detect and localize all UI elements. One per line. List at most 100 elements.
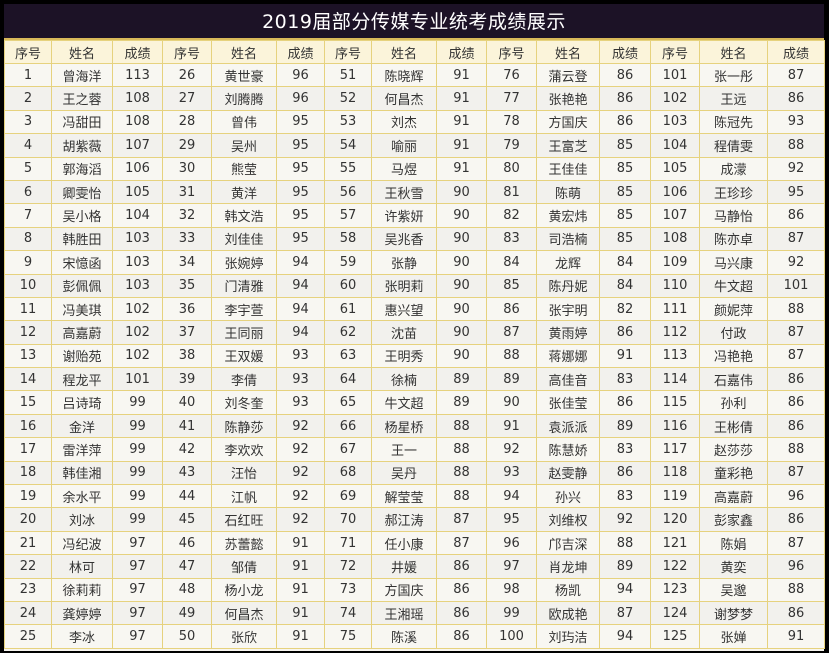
- name-cell: 谢梦梦: [699, 600, 768, 626]
- score-table: 序号 姓名 成绩 序号 姓名 成绩 序号 姓名 成绩 序号 姓名 成绩 序号 姓名 成绩 1 曾海洋 113 26…: [4, 40, 825, 649]
- seq-cell: 51: [324, 62, 372, 88]
- score-cell: 90: [436, 273, 487, 298]
- score-cell: 92: [276, 437, 325, 462]
- name-cell: 李欢欢: [211, 437, 277, 462]
- score-cell: 94: [599, 624, 651, 649]
- seq-cell: 25: [4, 624, 52, 649]
- name-cell: 邝吉深: [536, 530, 600, 556]
- score-cell: 86: [767, 413, 825, 439]
- seq-cell: 95: [486, 507, 537, 532]
- seq-cell: 93: [486, 460, 537, 486]
- seq-cell: 116: [650, 413, 700, 439]
- score-cell: 108: [112, 86, 163, 111]
- seq-cell: 16: [4, 413, 52, 439]
- score-cell: 84: [599, 273, 651, 298]
- score-cell: 96: [276, 86, 325, 111]
- seq-cell: 10: [4, 273, 52, 298]
- seq-cell: 98: [486, 577, 537, 602]
- score-cell: 85: [599, 226, 651, 252]
- score-cell: 83: [599, 437, 651, 462]
- name-header: 姓名: [699, 40, 768, 64]
- seq-cell: 104: [650, 133, 700, 158]
- score-cell: 85: [599, 156, 651, 181]
- score-cell: 91: [276, 624, 325, 649]
- score-cell: 91: [599, 343, 651, 369]
- seq-cell: 23: [4, 577, 52, 602]
- name-cell: 韩文浩: [211, 203, 277, 228]
- name-cell: 王珍珍: [699, 179, 768, 205]
- seq-cell: 67: [324, 437, 372, 462]
- name-cell: 井媛: [371, 554, 437, 579]
- score-cell: 106: [112, 156, 163, 181]
- score-cell: 101: [767, 273, 825, 298]
- name-cell: 黄洋: [211, 179, 277, 205]
- name-cell: 韩佳湘: [51, 460, 113, 486]
- seq-cell: 122: [650, 554, 700, 579]
- name-cell: 任小康: [371, 530, 437, 556]
- seq-cell: 120: [650, 507, 700, 532]
- seq-cell: 41: [162, 413, 212, 439]
- score-cell: 84: [599, 250, 651, 275]
- score-cell: 88: [436, 460, 487, 486]
- name-cell: 曾伟: [211, 109, 277, 135]
- name-cell: 程龙平: [51, 367, 113, 392]
- seq-cell: 33: [162, 226, 212, 252]
- name-cell: 王彬倩: [699, 413, 768, 439]
- score-cell: 89: [436, 367, 487, 392]
- score-cell: 91: [276, 577, 325, 602]
- name-cell: 陈丹妮: [536, 273, 600, 298]
- name-cell: 王富芝: [536, 133, 600, 158]
- score-cell: 86: [599, 109, 651, 135]
- name-cell: 方国庆: [371, 577, 437, 602]
- name-cell: 许紫妍: [371, 203, 437, 228]
- score-cell: 88: [767, 437, 825, 462]
- score-cell: 97: [112, 600, 163, 626]
- name-cell: 马煜: [371, 156, 437, 181]
- score-cell: 91: [436, 86, 487, 111]
- seq-cell: 42: [162, 437, 212, 462]
- seq-cell: 50: [162, 624, 212, 649]
- header-row: 序号 姓名 成绩 序号 姓名 成绩 序号 姓名 成绩 序号 姓名 成绩 序号 姓名 成绩: [4, 40, 825, 64]
- seq-cell: 5: [4, 156, 52, 181]
- seq-cell: 117: [650, 437, 700, 462]
- score-header: 成绩: [112, 40, 163, 64]
- score-cell: 113: [112, 62, 163, 88]
- seq-cell: 96: [486, 530, 537, 556]
- name-cell: 惠兴望: [371, 296, 437, 322]
- seq-cell: 107: [650, 203, 700, 228]
- seq-cell: 81: [486, 179, 537, 205]
- name-cell: 王双媛: [211, 343, 277, 369]
- score-cell: 95: [276, 133, 325, 158]
- name-cell: 刘维权: [536, 507, 600, 532]
- table-row: 20 刘冰 99 45 石红旺 92 70 郝江涛 87 95 刘维权 92 120 彭家鑫 86: [4, 507, 825, 532]
- score-cell: 104: [112, 203, 163, 228]
- seq-cell: 61: [324, 296, 372, 322]
- name-cell: 蒋娜娜: [536, 343, 600, 369]
- score-header: 成绩: [599, 40, 651, 64]
- name-cell: 龚婷婷: [51, 600, 113, 626]
- seq-cell: 115: [650, 390, 700, 415]
- name-cell: 黄雨婷: [536, 320, 600, 345]
- score-cell: 86: [767, 203, 825, 228]
- seq-cell: 112: [650, 320, 700, 345]
- seq-cell: 48: [162, 577, 212, 602]
- seq-cell: 44: [162, 484, 212, 509]
- seq-cell: 32: [162, 203, 212, 228]
- score-cell: 95: [276, 226, 325, 252]
- seq-cell: 110: [650, 273, 700, 298]
- name-cell: 王同丽: [211, 320, 277, 345]
- seq-cell: 102: [650, 86, 700, 111]
- seq-cell: 59: [324, 250, 372, 275]
- score-cell: 87: [767, 226, 825, 252]
- name-cell: 吴小格: [51, 203, 113, 228]
- name-cell: 程倩雯: [699, 133, 768, 158]
- seq-cell: 30: [162, 156, 212, 181]
- name-cell: 解莹莹: [371, 484, 437, 509]
- name-cell: 刘冬奎: [211, 390, 277, 415]
- seq-cell: 65: [324, 390, 372, 415]
- name-cell: 吕诗琦: [51, 390, 113, 415]
- seq-cell: 7: [4, 203, 52, 228]
- score-cell: 82: [599, 296, 651, 322]
- score-cell: 85: [599, 179, 651, 205]
- score-cell: 95: [276, 156, 325, 181]
